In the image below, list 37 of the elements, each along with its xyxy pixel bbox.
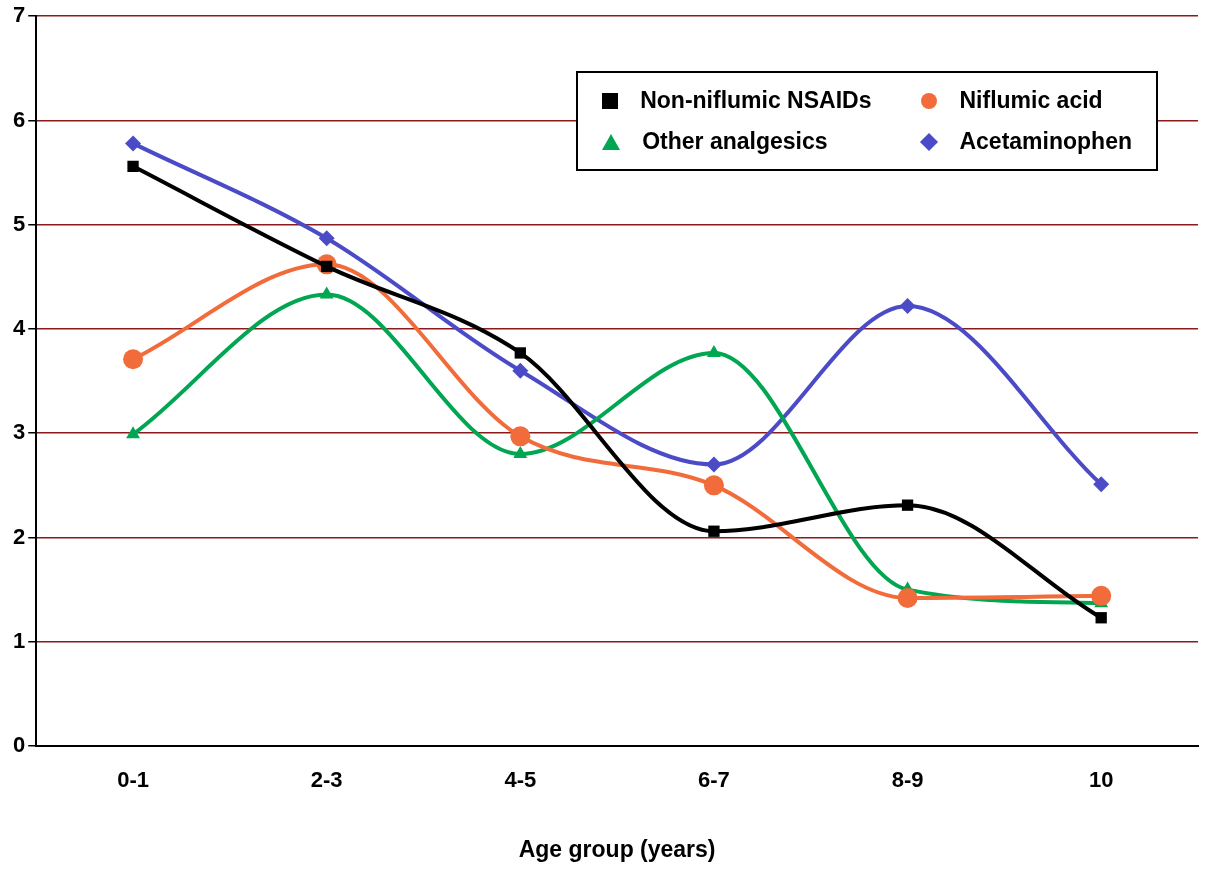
point: [512, 362, 529, 379]
point: [703, 475, 724, 496]
point: [901, 499, 914, 511]
legend-label: Niflumic acid: [959, 87, 1103, 115]
point: [705, 456, 722, 473]
x-tick-label: 10: [1088, 767, 1114, 793]
y-tick-label: 1: [12, 627, 26, 653]
point: [123, 349, 144, 370]
y-tick-label: 5: [12, 210, 26, 236]
point: [897, 587, 918, 608]
x-tick-label: 0-1: [117, 767, 149, 793]
point: [127, 160, 139, 172]
y-tick-label: 3: [12, 419, 26, 445]
y-tick-label: 0: [12, 732, 26, 758]
legend-label: Acetaminophen: [959, 128, 1132, 156]
x-tick-label: 4-5: [504, 767, 537, 793]
point: [1091, 585, 1112, 606]
x-tick-label: 8-9: [891, 767, 924, 793]
point: [514, 347, 526, 359]
point: [708, 525, 720, 537]
x-tick-label: 2-3: [310, 767, 343, 793]
point: [899, 298, 916, 315]
x-tick-label: 6-7: [698, 767, 730, 793]
x-axis-title: Age group (years): [518, 835, 716, 862]
y-tick-label: 4: [12, 315, 26, 341]
point: [513, 446, 528, 459]
legend-label: Other analgesics: [642, 128, 828, 156]
point: [1093, 476, 1110, 493]
y-tick-label: 7: [12, 2, 26, 28]
legend-label: Non-niflumic NSAIDs: [640, 87, 872, 115]
point: [318, 230, 335, 247]
point: [126, 426, 140, 439]
point: [510, 426, 531, 447]
point: [1095, 612, 1107, 624]
point: [125, 135, 142, 152]
y-tick-label: 6: [12, 106, 26, 132]
y-tick-label: 2: [12, 523, 26, 549]
